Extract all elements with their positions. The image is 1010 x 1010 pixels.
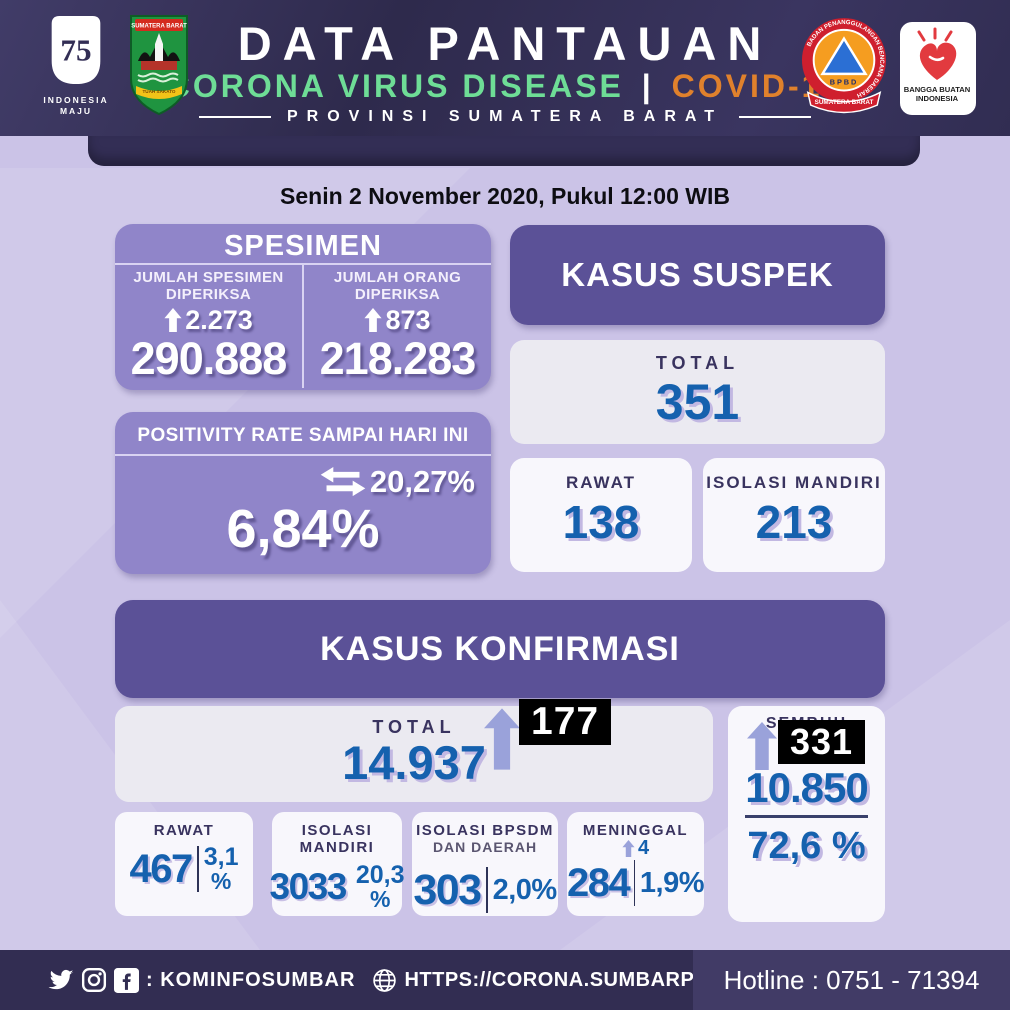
positivity-panel: POSITIVITY RATE SAMPAI HARI INI 20,27% 6… bbox=[115, 412, 491, 574]
card-value: 303 bbox=[413, 865, 482, 914]
bpbd-icon: BPBD BADAN PENANGGULANGAN BENCANA DAERAH… bbox=[801, 18, 887, 114]
card-delta: 4 bbox=[637, 837, 650, 860]
sembuh-percentage: 72,6 % bbox=[747, 825, 866, 867]
konfirmasi-isolasi-mandiri-card: ISOLASI MANDIRI 3033 20,3 % bbox=[269, 812, 405, 916]
positivity-change-value: 20,27% bbox=[369, 464, 475, 499]
konfirmasi-delta-badge: 177 bbox=[519, 699, 612, 745]
svg-text:BPBD: BPBD bbox=[830, 78, 859, 87]
konfirmasi-meninggal-card: MENINGGAL 4 284 1,9% bbox=[567, 812, 705, 916]
card-percent: 2,0% bbox=[492, 873, 558, 906]
card-percent: 1,9% bbox=[639, 866, 705, 899]
card-label: ISOLASI BPSDM bbox=[416, 822, 554, 839]
positivity-title: POSITIVITY RATE SAMPAI HARI INI bbox=[115, 412, 491, 456]
footer-left-section: : KOMINFOSUMBAR HTTPS://CORONA.SUMBARPRO… bbox=[48, 950, 803, 1010]
social-account-label: : KOMINFOSUMBAR bbox=[146, 968, 356, 991]
card-label-line2: DAN DAERAH bbox=[432, 839, 538, 856]
svg-text:75: 75 bbox=[60, 33, 91, 68]
sumbar-crest-icon: SUMATERA BARAT TUAH SAKATO bbox=[130, 15, 188, 116]
konfirmasi-rawat-card: RAWAT 467 3,1 % bbox=[115, 812, 253, 916]
hotline-section: Hotline : 0751 - 71394 bbox=[693, 950, 1010, 1010]
spesimen-title: SPESIMEN bbox=[115, 224, 491, 265]
suspek-isolasi-label: ISOLASI MANDIRI bbox=[706, 473, 882, 492]
subtitle-divider: | bbox=[641, 68, 654, 104]
facebook-icon[interactable] bbox=[114, 967, 139, 993]
konfirmasi-total-box: TOTAL 14.937 177 bbox=[115, 699, 713, 802]
instagram-icon[interactable] bbox=[81, 967, 107, 993]
svg-text:TUAH SAKATO: TUAH SAKATO bbox=[142, 89, 175, 94]
card-label: MENINGGAL bbox=[582, 822, 689, 839]
suspek-rawat-label: RAWAT bbox=[565, 473, 637, 492]
suspek-rawat-value: 138 bbox=[562, 496, 640, 548]
bpbd-logo: BPBD BADAN PENANGGULANGAN BENCANA DAERAH… bbox=[800, 16, 888, 123]
suspek-isolasi-value: 213 bbox=[755, 496, 833, 548]
province-line: PROVINSI SUMATERA BARAT bbox=[0, 108, 1010, 126]
kasus-konfirmasi-header: KASUS KONFIRMASI bbox=[115, 600, 885, 698]
indonesia-maju-caption: INDONESIA MAJU bbox=[43, 95, 109, 117]
card-label: ISOLASI MANDIRI bbox=[299, 822, 375, 857]
kasus-suspek-header: KASUS SUSPEK bbox=[510, 225, 885, 325]
sembuh-box: SEMBUH 331 10.850 72,6 % bbox=[728, 706, 885, 922]
bbi-heart-icon: BANGGA BUATAN INDONESIA bbox=[904, 27, 971, 103]
divider bbox=[485, 867, 488, 914]
card-percent: 20,3 bbox=[355, 860, 405, 889]
divider bbox=[196, 846, 199, 893]
indonesia-maju-75-icon: 75 bbox=[51, 15, 101, 85]
suspek-rawat-box: RAWAT 138 bbox=[510, 458, 692, 572]
hotline-number: Hotline : 0751 - 71394 bbox=[723, 964, 980, 995]
sembuh-delta-badge: 331 bbox=[778, 720, 866, 764]
up-arrow-icon bbox=[622, 840, 635, 858]
suspek-isolasi-box: ISOLASI MANDIRI 213 bbox=[703, 458, 885, 572]
suspek-total-value: 351 bbox=[655, 374, 740, 430]
up-arrow-icon bbox=[164, 308, 182, 333]
date-banner: Senin 2 November 2020, Pukul 12:00 WIB bbox=[280, 183, 730, 209]
suspek-total-box: TOTAL 351 bbox=[510, 340, 885, 444]
card-label: RAWAT bbox=[153, 822, 215, 839]
orang-delta-value: 873 bbox=[385, 304, 431, 335]
konfirmasi-isolasi-bpsdm-card: ISOLASI BPSDM DAN DAERAH 303 2,0% bbox=[412, 812, 558, 916]
indonesia-maju-logo: 75 INDONESIA MAJU bbox=[40, 14, 112, 118]
konfirmasi-total-value: 14.937 bbox=[342, 736, 486, 789]
header-extension bbox=[88, 136, 920, 166]
sumatera-barat-crest-logo: SUMATERA BARAT TUAH SAKATO bbox=[128, 12, 190, 123]
konfirmasi-total-label: TOTAL bbox=[372, 717, 456, 737]
province-line-right-rule bbox=[739, 116, 812, 118]
bangga-buatan-indonesia-logo: BANGGA BUATAN INDONESIA bbox=[900, 22, 976, 115]
orang-diperiksa-column: JUMLAH ORANG DIPERIKSA 873 218.283 bbox=[302, 265, 491, 388]
svg-text:INDONESIA: INDONESIA bbox=[916, 94, 959, 103]
twitter-icon[interactable] bbox=[48, 967, 74, 993]
spesimen-total-value: 290.888 bbox=[130, 332, 288, 384]
up-arrow-icon bbox=[484, 706, 520, 772]
spesimen-delta-value: 2.273 bbox=[185, 304, 253, 335]
globe-icon bbox=[372, 968, 397, 993]
up-arrow-icon bbox=[364, 308, 383, 333]
suspek-total-label: TOTAL bbox=[655, 353, 740, 373]
card-value: 3033 bbox=[269, 866, 348, 907]
svg-text:BANGGA BUATAN: BANGGA BUATAN bbox=[904, 85, 971, 94]
province-line-left-rule bbox=[198, 116, 271, 118]
card-value: 284 bbox=[567, 861, 631, 906]
up-arrow-icon bbox=[747, 722, 777, 770]
swap-arrows-icon bbox=[320, 466, 366, 498]
orang-total-value: 218.283 bbox=[319, 332, 477, 384]
positivity-rate-value: 6,84% bbox=[226, 499, 380, 559]
footer-bar: : KOMINFOSUMBAR HTTPS://CORONA.SUMBARPRO… bbox=[0, 950, 1010, 1010]
page-title: DATA PANTAUAN bbox=[237, 17, 773, 70]
svg-text:SUMATERA BARAT: SUMATERA BARAT bbox=[131, 24, 187, 30]
divider bbox=[634, 860, 635, 907]
card-value: 467 bbox=[129, 847, 193, 892]
spesimen-diperiksa-column: JUMLAH SPESIMEN DIPERIKSA 2.273 290.888 bbox=[115, 265, 302, 388]
card-percent: 3,1 bbox=[203, 843, 239, 872]
svg-text:SUMATERA BARAT: SUMATERA BARAT bbox=[815, 99, 874, 106]
sembuh-value: 10.850 bbox=[745, 767, 869, 818]
spesimen-panel: SPESIMEN JUMLAH SPESIMEN DIPERIKSA 2.273… bbox=[115, 224, 491, 390]
subtitle-disease: CORONA VIRUS DISEASE bbox=[166, 68, 624, 104]
